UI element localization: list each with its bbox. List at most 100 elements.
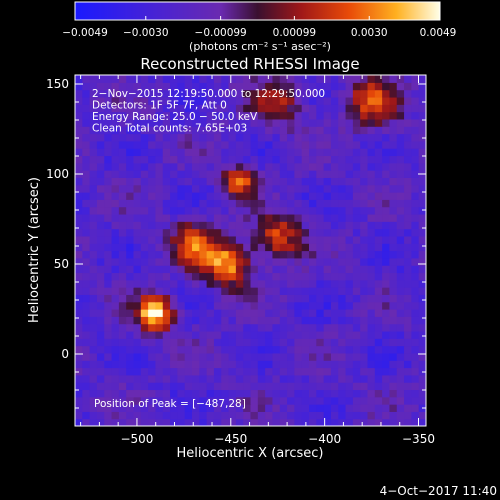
- heatmap-pixel: [75, 140, 83, 149]
- heatmap-pixel: [309, 82, 317, 91]
- heatmap-pixel: [89, 184, 98, 193]
- heatmap-pixel: [111, 367, 120, 376]
- heatmap-pixel: [287, 250, 295, 259]
- heatmap-pixel: [148, 199, 157, 208]
- heatmap-pixel: [221, 352, 230, 361]
- heatmap-pixel: [155, 75, 164, 83]
- heatmap-pixel: [257, 411, 266, 420]
- heatmap-pixel: [148, 287, 157, 295]
- heatmap-pixel: [404, 221, 412, 230]
- heatmap-pixel: [235, 206, 244, 215]
- heatmap-pixel: [96, 345, 105, 354]
- heatmap-pixel: [228, 250, 237, 259]
- heatmap-pixel: [330, 338, 339, 347]
- heatmap-pixel: [374, 404, 383, 412]
- heatmap-pixel: [213, 192, 222, 200]
- heatmap-pixel: [111, 323, 120, 332]
- heatmap-pixel: [82, 287, 91, 295]
- heatmap-pixel: [389, 177, 398, 186]
- heatmap-pixel: [184, 294, 193, 303]
- heatmap-pixel: [170, 374, 178, 383]
- heatmap-pixel: [294, 162, 303, 171]
- heatmap-pixel: [96, 184, 105, 193]
- heatmap-pixel: [126, 221, 135, 230]
- heatmap-pixel: [118, 309, 127, 317]
- heatmap-pixel: [250, 257, 259, 266]
- heatmap-pixel: [360, 206, 369, 215]
- heatmap-pixel: [118, 243, 127, 252]
- heatmap-pixel: [104, 265, 113, 274]
- heatmap-pixel: [104, 352, 113, 361]
- heatmap-pixel: [389, 404, 398, 412]
- heatmap-pixel: [75, 294, 83, 303]
- heatmap-pixel: [272, 309, 281, 317]
- heatmap-pixel: [235, 374, 244, 383]
- heatmap-pixel: [330, 360, 339, 369]
- heatmap-pixel: [418, 389, 426, 398]
- heatmap-pixel: [301, 206, 310, 215]
- heatmap-pixel: [89, 89, 98, 98]
- heatmap-pixel: [396, 104, 405, 113]
- heatmap-pixel: [396, 140, 405, 149]
- heatmap-pixel: [389, 338, 398, 347]
- heatmap-pixel: [352, 360, 361, 369]
- heatmap-pixel: [316, 155, 325, 164]
- heatmap-pixel: [118, 411, 127, 420]
- heatmap-pixel: [199, 75, 208, 83]
- heatmap-pixel: [126, 104, 135, 113]
- heatmap-pixel: [367, 177, 376, 186]
- heatmap-pixel: [396, 345, 405, 354]
- heatmap-pixel: [418, 316, 426, 325]
- heatmap-pixel: [323, 199, 332, 208]
- heatmap-pixel: [265, 382, 274, 391]
- heatmap-pixel: [184, 199, 193, 208]
- heatmap-pixel: [96, 323, 105, 332]
- heatmap-pixel: [396, 243, 405, 252]
- heatmap-pixel: [382, 404, 391, 412]
- heatmap-pixel: [309, 374, 317, 383]
- heatmap-pixel: [104, 389, 113, 398]
- heatmap-pixel: [360, 389, 369, 398]
- heatmap-pixel: [213, 228, 222, 237]
- heatmap-pixel: [250, 118, 259, 127]
- heatmap-pixel: [418, 133, 426, 142]
- heatmap-pixel: [104, 250, 113, 259]
- heatmap-pixel: [111, 272, 120, 281]
- heatmap-pixel: [250, 279, 259, 288]
- heatmap-pixel: [177, 148, 186, 157]
- heatmap-pixel: [104, 309, 113, 317]
- heatmap-pixel: [96, 111, 105, 120]
- heatmap-pixel: [418, 411, 426, 420]
- heatmap-pixel: [367, 352, 376, 361]
- heatmap-pixel: [192, 243, 200, 252]
- heatmap-pixel: [404, 257, 412, 266]
- heatmap-pixel: [418, 257, 426, 266]
- heatmap-pixel: [360, 404, 369, 412]
- heatmap-pixel: [411, 352, 420, 361]
- heatmap-pixel: [221, 323, 230, 332]
- heatmap-pixel: [162, 221, 171, 230]
- heatmap-pixel: [257, 352, 266, 361]
- heatmap-pixel: [330, 228, 339, 237]
- heatmap-pixel: [235, 272, 244, 281]
- heatmap-pixel: [309, 330, 317, 339]
- heatmap-pixel: [243, 389, 252, 398]
- heatmap-pixel: [265, 104, 274, 113]
- heatmap-pixel: [235, 133, 244, 142]
- heatmap-pixel: [170, 338, 178, 347]
- heatmap-pixel: [235, 199, 244, 208]
- heatmap-pixel: [228, 133, 237, 142]
- heatmap-pixel: [257, 96, 266, 105]
- heatmap-pixel: [118, 418, 127, 426]
- heatmap-pixel: [404, 184, 412, 193]
- heatmap-pixel: [104, 360, 113, 369]
- colorbar-tick-label: −0.0030: [123, 27, 169, 39]
- heatmap-pixel: [279, 287, 288, 295]
- heatmap-pixel: [111, 418, 120, 426]
- heatmap-pixel: [287, 104, 295, 113]
- heatmap-pixel: [243, 257, 252, 266]
- heatmap-pixel: [199, 177, 208, 186]
- heatmap-pixel: [279, 82, 288, 91]
- heatmap-pixel: [382, 338, 391, 347]
- heatmap-pixel: [382, 243, 391, 252]
